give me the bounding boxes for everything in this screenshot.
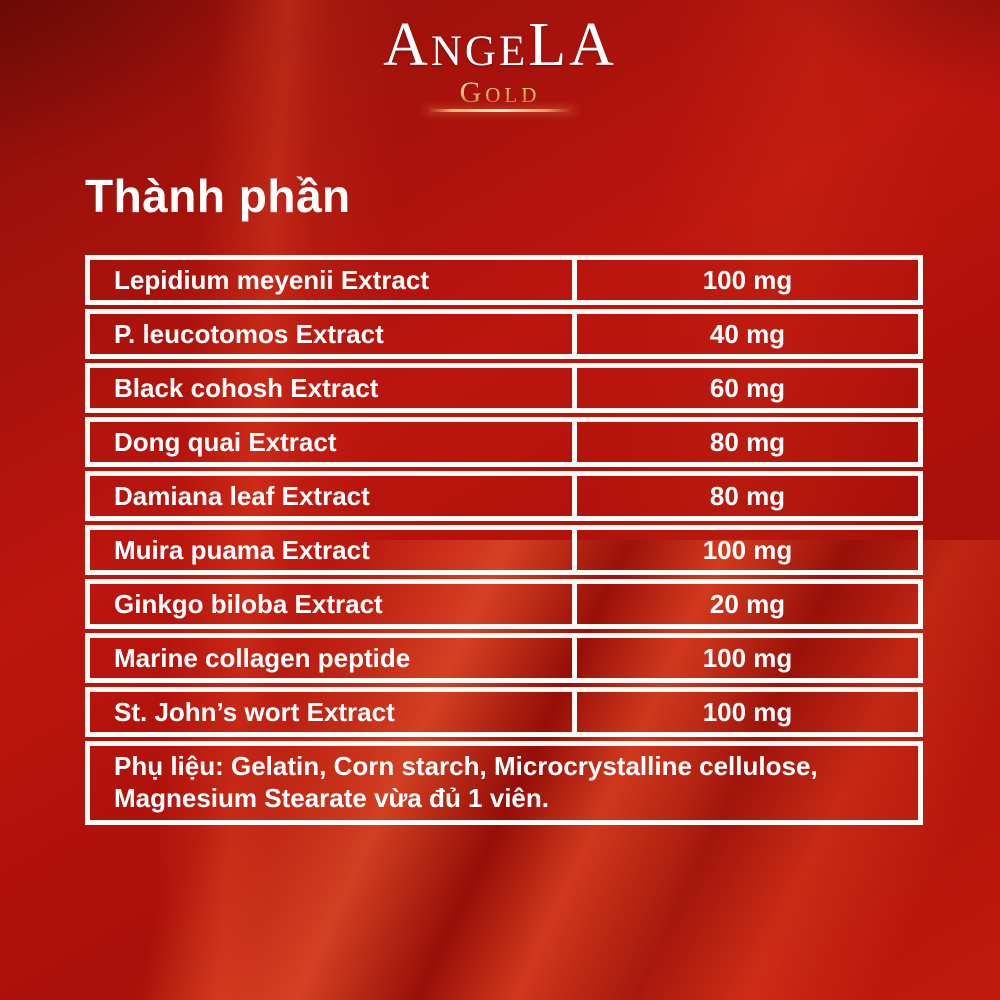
- table-row: P. leucotomos Extract 40 mg: [85, 309, 923, 359]
- ingredient-amount-cell: 100 mg: [572, 260, 918, 300]
- table-row: Muira puama Extract 100 mg: [85, 525, 923, 575]
- ingredient-amount-cell: 80 mg: [572, 476, 918, 516]
- ingredient-amount-cell: 40 mg: [572, 314, 918, 354]
- brand-logo: AngeLA Gold: [0, 14, 1000, 112]
- ingredient-amount-cell: 100 mg: [572, 638, 918, 678]
- ingredient-name-cell: Black cohosh Extract: [114, 373, 379, 403]
- ingredient-name-cell: P. leucotomos Extract: [114, 319, 384, 349]
- brand-subname-text: Gold: [459, 76, 541, 109]
- ingredient-amount-cell: 100 mg: [572, 530, 918, 570]
- excipients-row: Phụ liệu: Gelatin, Corn starch, Microcry…: [85, 741, 923, 825]
- ingredient-name-cell: Marine collagen peptide: [114, 643, 411, 673]
- ingredient-name-cell: St. John’s wort Extract: [114, 697, 395, 727]
- table-row: Black cohosh Extract 60 mg: [85, 363, 923, 413]
- table-row: Dong quai Extract 80 mg: [85, 417, 923, 467]
- ingredient-name-cell: Muira puama Extract: [114, 535, 370, 565]
- ingredient-name-cell: Damiana leaf Extract: [114, 481, 370, 511]
- table-row: Lepidium meyenii Extract 100 mg: [85, 255, 923, 305]
- ingredient-name-cell: Ginkgo biloba Extract: [114, 589, 383, 619]
- ingredient-amount-cell: 60 mg: [572, 368, 918, 408]
- ingredient-name-cell: Dong quai Extract: [114, 427, 337, 457]
- ingredient-name-cell: Lepidium meyenii Extract: [114, 265, 429, 295]
- ingredient-amount-cell: 80 mg: [572, 422, 918, 462]
- table-row: Marine collagen peptide 100 mg: [85, 633, 923, 683]
- ingredients-heading: Thành phần: [85, 170, 351, 222]
- ingredient-amount-cell: 100 mg: [572, 692, 918, 732]
- table-row: Ginkgo biloba Extract 20 mg: [85, 579, 923, 629]
- table-row: St. John’s wort Extract 100 mg: [85, 687, 923, 737]
- ingredient-amount-cell: 20 mg: [572, 584, 918, 624]
- gold-divider-line: [425, 109, 575, 112]
- brand-name-text: AngeLA: [383, 11, 617, 79]
- table-row: Damiana leaf Extract 80 mg: [85, 471, 923, 521]
- ingredients-table: Lepidium meyenii Extract 100 mg P. leuco…: [85, 255, 923, 825]
